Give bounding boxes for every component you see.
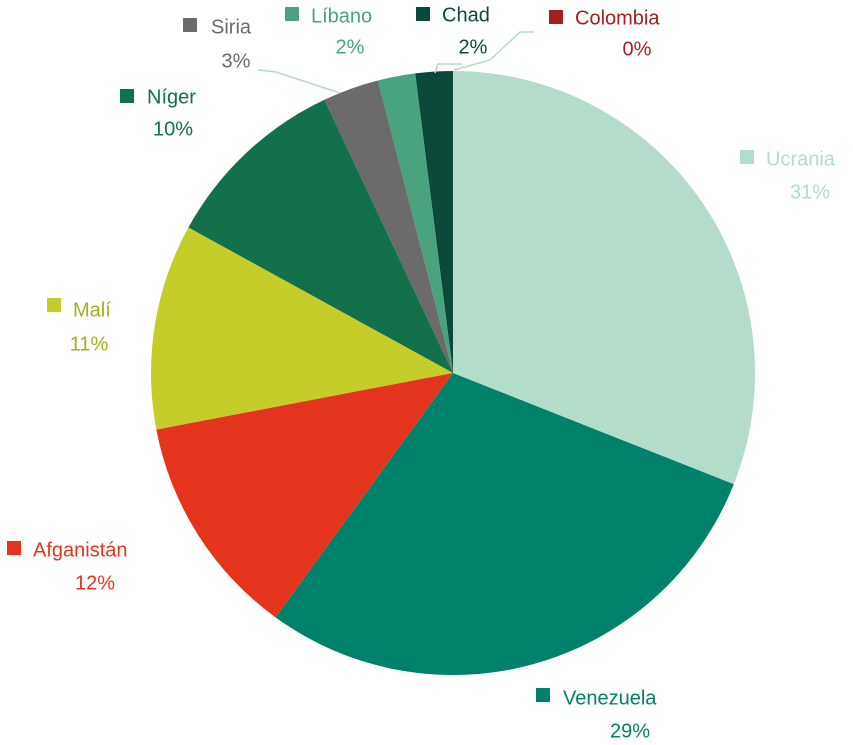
category-label: Siria — [211, 16, 252, 38]
leader-line — [257, 69, 341, 94]
category-label: Colombia — [575, 7, 660, 29]
category-label: Malí — [73, 299, 111, 321]
pie-slice — [275, 373, 734, 675]
legend-swatch — [285, 7, 299, 21]
value-label: 12% — [75, 572, 115, 594]
category-label: Chad — [442, 4, 490, 26]
value-label: 0% — [623, 38, 652, 60]
category-label: Venezuela — [563, 687, 657, 709]
legend-swatch — [549, 10, 563, 24]
category-label: Afganistán — [33, 539, 128, 561]
category-label: Níger — [147, 86, 196, 108]
legend-swatch — [47, 298, 61, 312]
legend-swatch — [536, 688, 550, 702]
pie-slice — [377, 73, 453, 374]
value-label: 2% — [459, 36, 488, 58]
value-label: 29% — [610, 720, 650, 742]
pie-slice — [324, 80, 453, 373]
leader-line — [453, 31, 534, 71]
legend-swatch — [120, 89, 134, 103]
legend-swatch — [183, 18, 197, 32]
legend-swatch — [7, 541, 21, 555]
leader-line — [434, 63, 462, 74]
pie-slice — [188, 99, 453, 373]
pie-slice — [156, 373, 453, 618]
value-label: 31% — [790, 181, 830, 203]
value-label: 10% — [153, 118, 193, 140]
category-label: Ucrania — [766, 148, 836, 170]
legend-swatch — [740, 150, 754, 164]
value-label: 11% — [70, 333, 109, 355]
pie-slice — [151, 227, 453, 430]
value-label: 3% — [222, 50, 251, 72]
legend-swatch — [416, 7, 430, 21]
pie-slice — [453, 71, 755, 485]
value-label: 2% — [336, 36, 365, 58]
pie-slice — [415, 71, 453, 373]
category-label: Líbano — [311, 5, 372, 27]
